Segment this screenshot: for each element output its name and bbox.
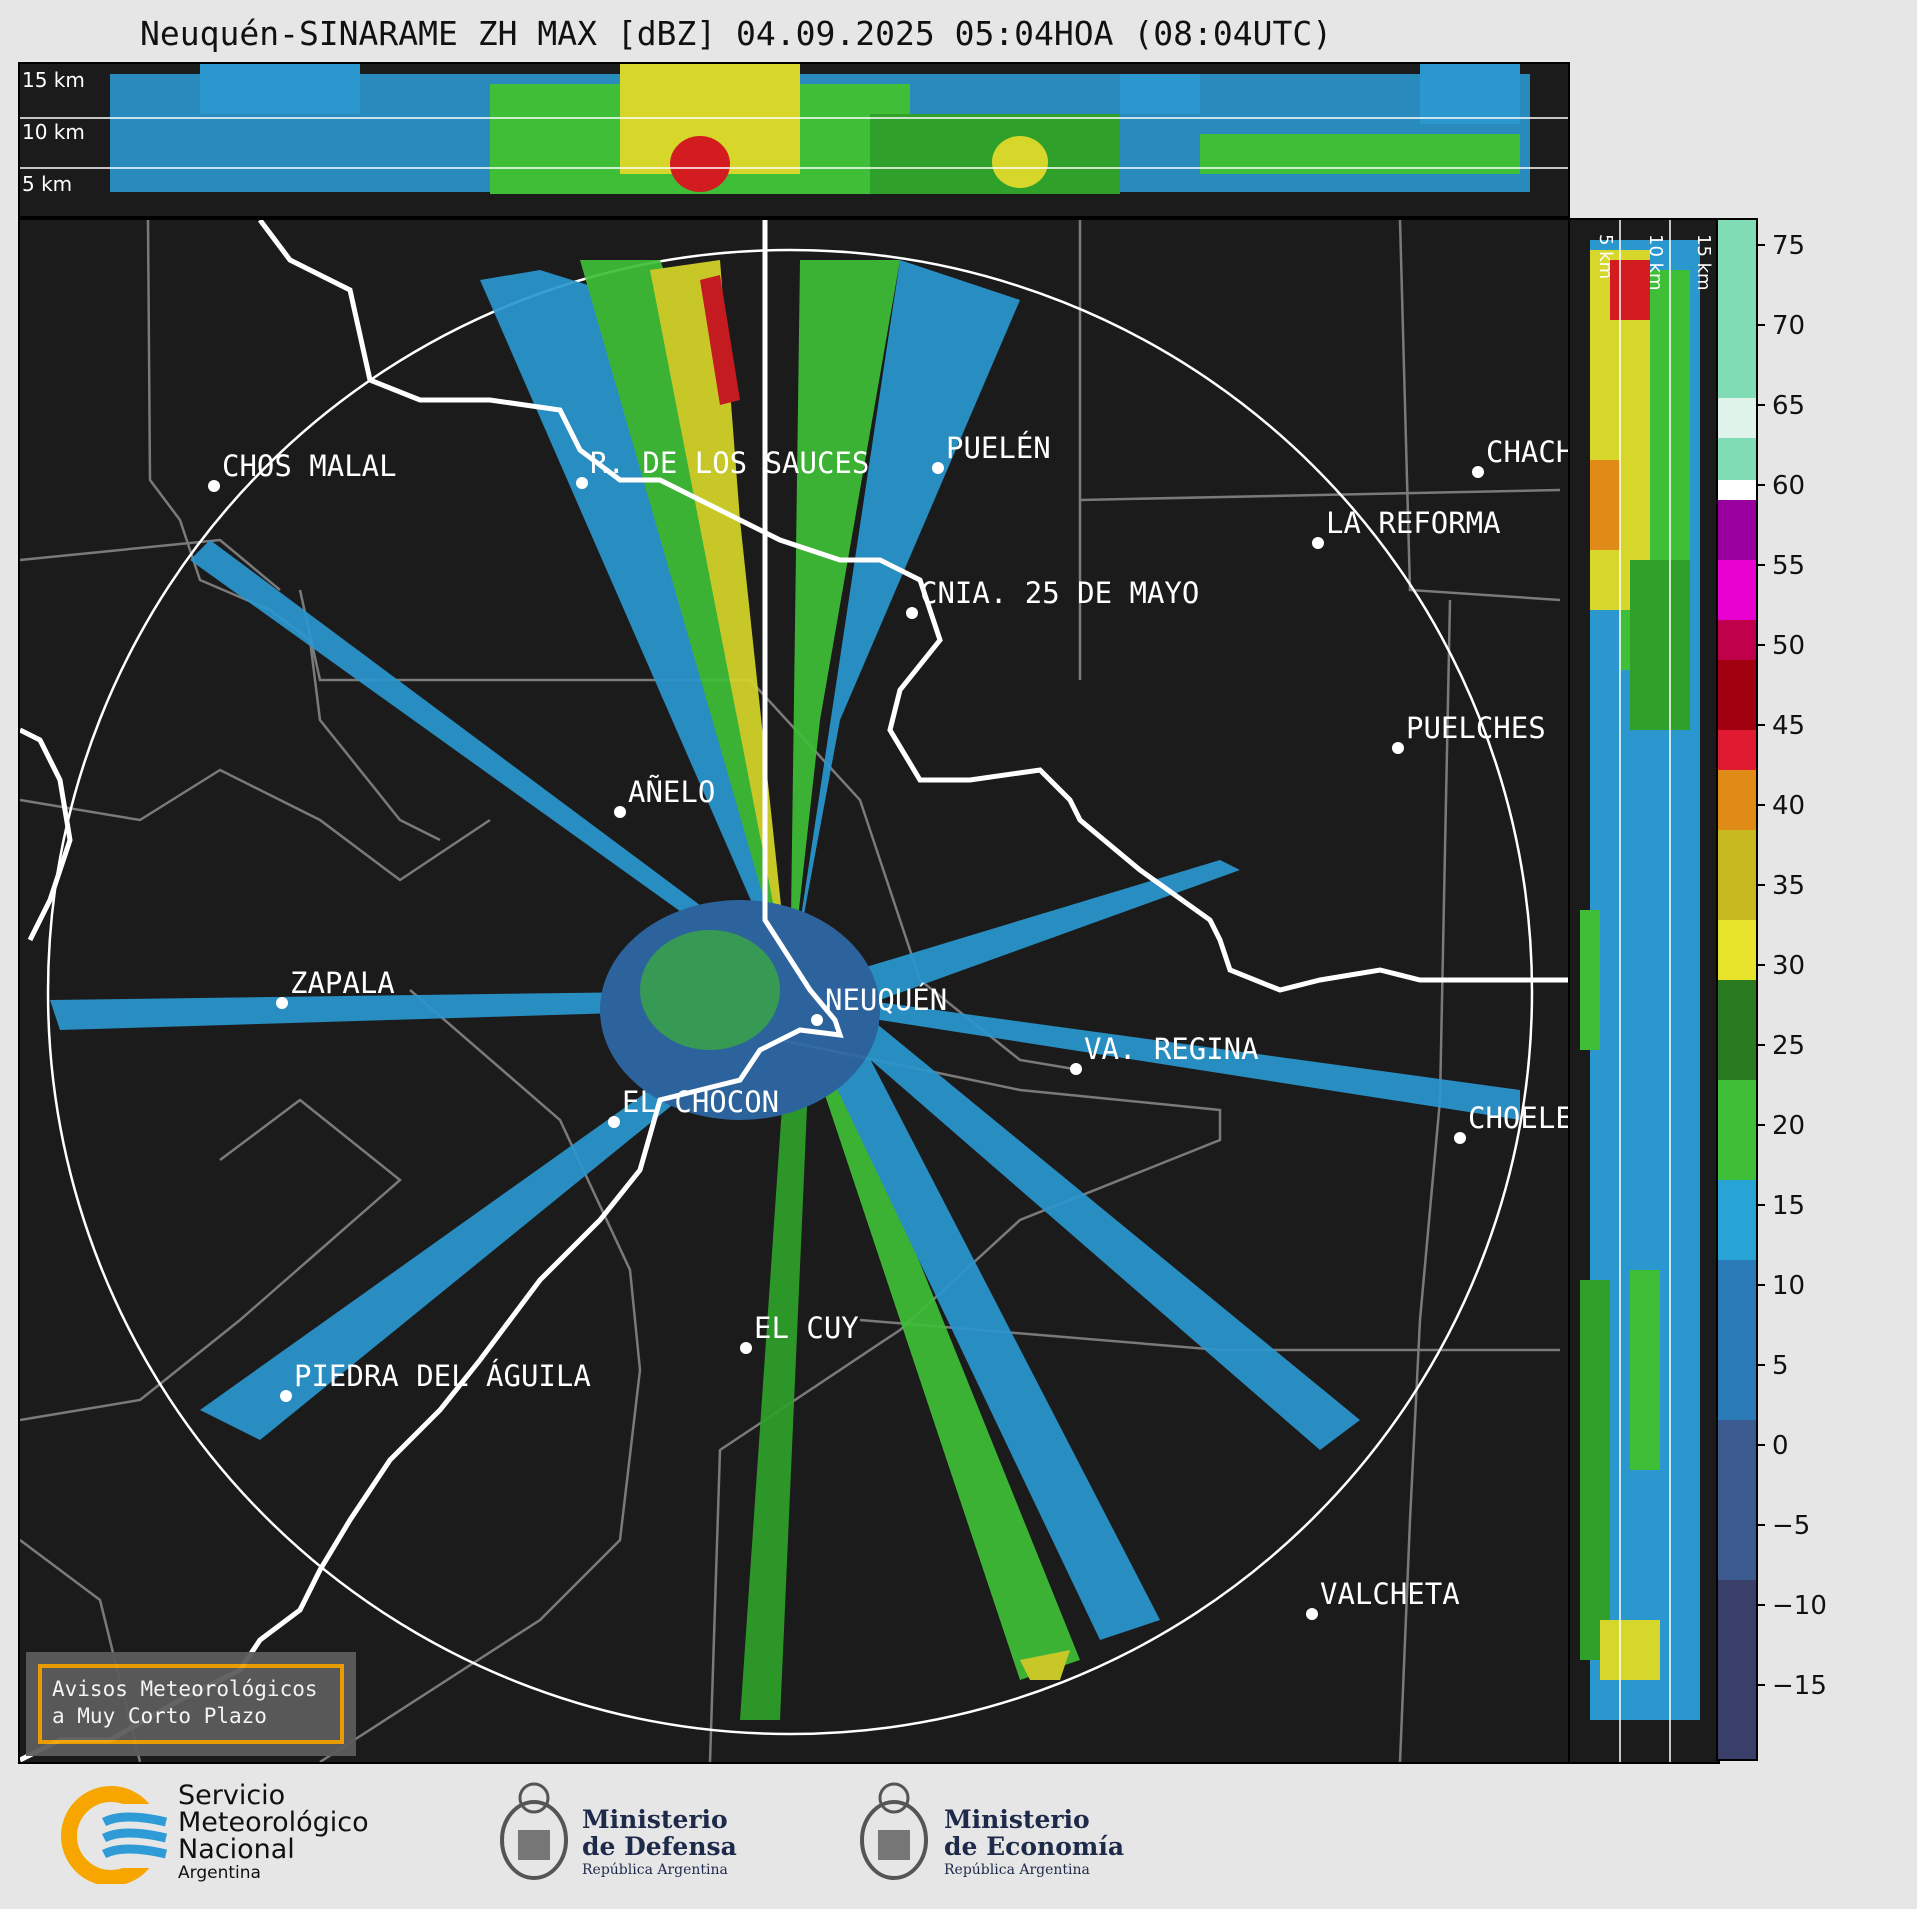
city-zapala: ZAPALA (276, 966, 395, 1009)
svg-text:65: 65 (1772, 391, 1805, 421)
city-el-cuy: EL CUY (740, 1311, 859, 1354)
svg-text:−10: −10 (1772, 1591, 1827, 1621)
map-title: Neuquén-SINARAME ZH MAX [dBZ] 04.09.2025… (140, 14, 1333, 53)
colorbar: 75 70 65 60 55 50 45 40 35 30 25 20 15 1… (1716, 218, 1827, 1761)
city-el-chocon: EL CHOCON (608, 1085, 779, 1128)
city-valcheta: VALCHETA (1306, 1577, 1460, 1620)
notice-line-1: Avisos Meteorológicos (52, 1677, 318, 1701)
city-chos-malal: CHOS MALAL (208, 449, 397, 492)
svg-text:NEUQUÉN: NEUQUÉN (825, 983, 947, 1017)
range-ring (46, 248, 1534, 1736)
height-label-10km: 10 km (22, 120, 85, 144)
svg-text:5: 5 (1772, 1351, 1789, 1381)
svg-text:PIEDRA DEL ÁGUILA: PIEDRA DEL ÁGUILA (294, 1359, 591, 1393)
economia-logo-text: Ministerio de Economía República Argenti… (944, 1805, 1125, 1878)
svg-text:CNIA. 25 DE MAYO: CNIA. 25 DE MAYO (920, 576, 1199, 610)
side-cross-section-panel: 5 km 10 km 15 km (1568, 218, 1720, 1764)
height-label-15km: 15 km (22, 68, 85, 92)
defensa-emblem-icon (494, 1774, 574, 1894)
svg-text:ZAPALA: ZAPALA (290, 966, 395, 1000)
city-la-reforma: LA REFORMA (1312, 506, 1501, 549)
colorbar-ticks: 75 70 65 60 55 50 45 40 35 30 25 20 15 1… (1757, 231, 1827, 1701)
city-r-de-los-sauces: R. DE LOS SAUCES (576, 446, 869, 489)
svg-text:40: 40 (1772, 791, 1805, 821)
top-cross-section-plot (20, 64, 1568, 194)
radar-map: CHOS MALAL R. DE LOS SAUCES PUELÉN CHACH… (20, 220, 1568, 1762)
svg-text:AÑELO: AÑELO (628, 775, 715, 809)
svg-text:55: 55 (1772, 551, 1805, 581)
svg-text:−15: −15 (1772, 1671, 1827, 1701)
svg-text:CHOS MALAL: CHOS MALAL (222, 449, 397, 483)
city-puelches: PUELCHES (1392, 711, 1546, 754)
city-anelo: AÑELO (614, 775, 715, 818)
height-label-5km: 5 km (22, 172, 73, 196)
svg-text:EL CUY: EL CUY (754, 1311, 859, 1345)
svg-text:0: 0 (1772, 1431, 1789, 1461)
svg-text:VA. REGINA: VA. REGINA (1084, 1032, 1259, 1066)
city-neuquen: NEUQUÉN (811, 983, 947, 1026)
svg-text:35: 35 (1772, 871, 1805, 901)
svg-text:20: 20 (1772, 1111, 1805, 1141)
city-puelen: PUELÉN (932, 431, 1051, 474)
svg-text:45: 45 (1772, 711, 1805, 741)
notice-line-2: a Muy Corto Plazo (52, 1704, 267, 1728)
svg-text:10: 10 (1772, 1271, 1805, 1301)
svg-text:10 km: 10 km (1645, 234, 1666, 291)
city-va-regina: VA. REGINA (1070, 1032, 1259, 1075)
svg-text:5 km: 5 km (1595, 234, 1616, 279)
city-markers: CHOS MALAL R. DE LOS SAUCES PUELÉN CHACH… (208, 431, 1568, 1620)
notice-border: Avisos Meteorológicos a Muy Corto Plazo (38, 1664, 344, 1744)
svg-text:75: 75 (1772, 231, 1805, 261)
svg-text:30: 30 (1772, 951, 1805, 981)
smn-logo-icon (56, 1784, 176, 1884)
radar-map-panel: CHOS MALAL R. DE LOS SAUCES PUELÉN CHACH… (18, 218, 1570, 1764)
svg-text:PUELCHES: PUELCHES (1406, 711, 1546, 745)
svg-text:VALCHETA: VALCHETA (1320, 1577, 1460, 1611)
defensa-logo-text: Ministerio de Defensa República Argentin… (582, 1805, 737, 1878)
svg-text:15: 15 (1772, 1191, 1805, 1221)
svg-text:60: 60 (1772, 471, 1805, 501)
colorbar-gradient (1718, 220, 1756, 1760)
svg-text:−5: −5 (1772, 1511, 1810, 1541)
radar-echoes (50, 260, 1520, 1720)
svg-text:70: 70 (1772, 311, 1805, 341)
svg-text:PUELÉN: PUELÉN (946, 431, 1051, 465)
city-chach: CHACH (1472, 435, 1568, 478)
svg-text:R. DE LOS SAUCES: R. DE LOS SAUCES (590, 446, 869, 480)
city-piedra-del-aguila: PIEDRA DEL ÁGUILA (280, 1359, 591, 1402)
smn-logo-text: Servicio Meteorológico Nacional Argentin… (178, 1780, 369, 1883)
top-cross-section-panel: 15 km 10 km 5 km (18, 62, 1570, 218)
city-choele: CHOELE (1454, 1101, 1568, 1144)
svg-text:CHACH: CHACH (1486, 435, 1568, 469)
economia-emblem-icon (854, 1774, 934, 1894)
notice-box: Avisos Meteorológicos a Muy Corto Plazo (26, 1652, 356, 1756)
svg-text:25: 25 (1772, 1031, 1805, 1061)
svg-text:CHOELE: CHOELE (1468, 1101, 1568, 1135)
svg-text:EL CHOCON: EL CHOCON (622, 1085, 779, 1119)
svg-text:15 km: 15 km (1693, 234, 1714, 291)
svg-text:LA REFORMA: LA REFORMA (1326, 506, 1501, 540)
side-cross-section-plot: 5 km 10 km 15 km (1580, 220, 1714, 1762)
svg-text:50: 50 (1772, 631, 1805, 661)
city-cnia-25-de-mayo: CNIA. 25 DE MAYO (906, 576, 1199, 619)
